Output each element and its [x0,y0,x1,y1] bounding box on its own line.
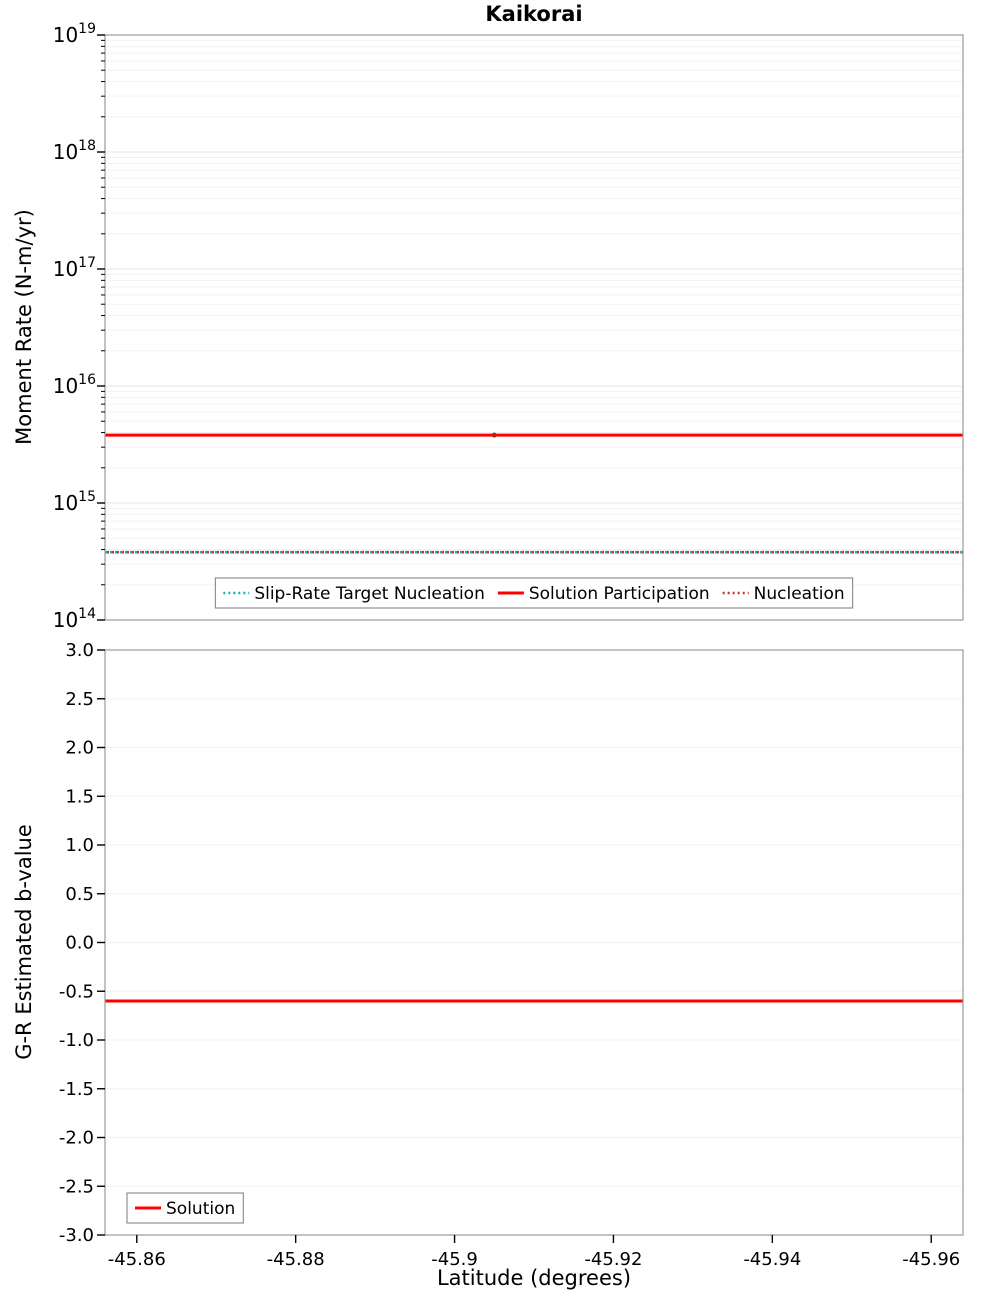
y-tick-label: 3.0 [65,640,94,661]
y-tick-label: -0.5 [59,981,94,1002]
plot-border [104,34,964,621]
y-tick-label: 2.5 [65,689,94,710]
legend-label: Solution Participation [529,584,710,604]
y-tick-label: 1.5 [65,786,94,807]
y-tick-label: 1014 [53,606,96,632]
x-tick-label: -45.86 [108,1249,166,1270]
x-tick-label: -45.96 [902,1249,960,1270]
y-tick-label: 1015 [53,489,96,515]
y-tick-label: -1.5 [59,1079,94,1100]
legend-box [214,577,854,609]
y-tick-label: -2.5 [59,1176,94,1197]
y-tick-label: 2.0 [65,738,94,759]
point-marker [491,432,497,438]
y-tick-label: -2.0 [59,1128,94,1149]
legend-label: Nucleation [754,584,845,604]
x-axis-label: Latitude (degrees) [436,1266,632,1290]
chart-title: Kaikorai [485,2,583,26]
y-tick-label: 0.5 [65,884,94,905]
y-tick-label: 1016 [53,372,96,398]
y-tick-label: 1.0 [65,835,94,856]
x-tick-label: -45.94 [743,1249,801,1270]
y-tick-label: 0.0 [65,933,94,954]
y-tick-label: 1018 [53,138,96,164]
y-tick-label: -1.0 [59,1030,94,1051]
y-tick-label: -3.0 [59,1225,94,1246]
x-tick-label: -45.92 [584,1249,642,1270]
legend-label: Solution [166,1199,235,1219]
legend-label: Slip-Rate Target Nucleation [254,584,485,604]
x-tick-label: -45.88 [267,1249,325,1270]
y-tick-label: 1019 [53,21,96,47]
x-tick-label: -45.9 [431,1249,478,1270]
y-tick-label: 1017 [53,255,96,281]
